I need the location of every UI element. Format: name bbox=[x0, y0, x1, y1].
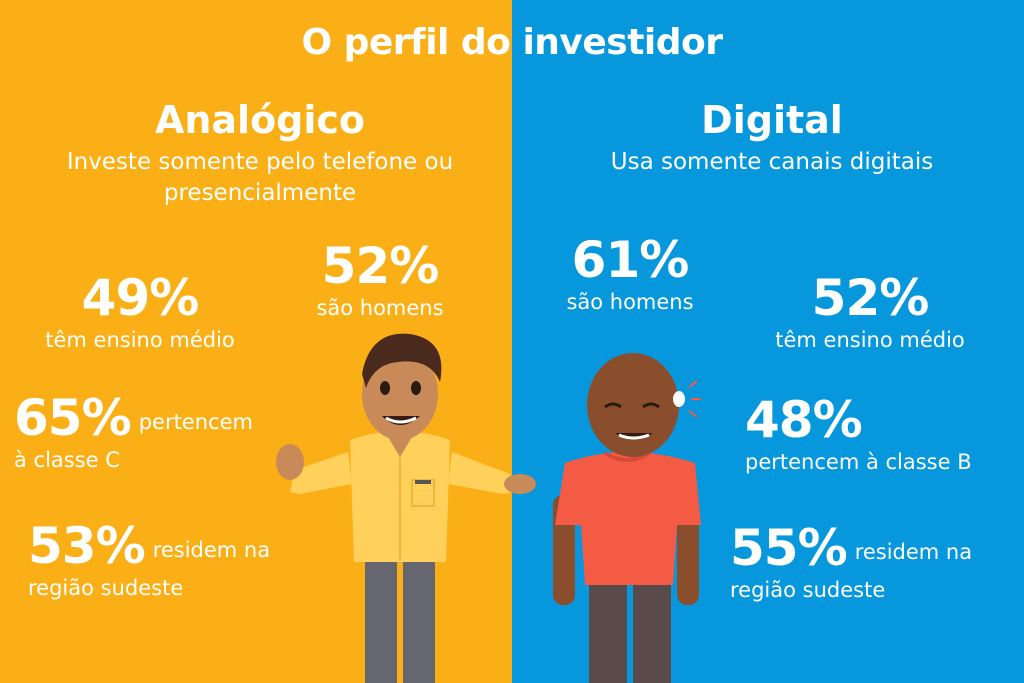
stat-label: pertencem à classe B bbox=[745, 450, 972, 474]
page-title: O perfil do investidor bbox=[301, 22, 723, 63]
digital-investor-illustration bbox=[553, 353, 701, 683]
stat-value: 65% bbox=[14, 389, 132, 447]
stat-value: 55% bbox=[730, 519, 848, 577]
digital-stat-class: 48% pertencem à classe B bbox=[745, 392, 1015, 476]
digital-stat-men: 61% são homens bbox=[540, 232, 720, 316]
analog-subtitle: Investe somente pelo telefone ou presenc… bbox=[20, 147, 500, 209]
stat-label: são homens bbox=[316, 296, 444, 320]
digital-stat-education: 52% têm ensino médio bbox=[760, 270, 980, 354]
analog-subtitle-line1: Investe somente pelo telefone ou bbox=[66, 149, 454, 175]
stat-label-part2: região sudeste bbox=[28, 576, 184, 600]
analog-stat-men: 52% são homens bbox=[290, 238, 470, 322]
stat-label-part1: residem na bbox=[152, 538, 271, 562]
stat-value: 52% bbox=[321, 237, 440, 295]
digital-heading: Digital bbox=[701, 98, 843, 142]
stat-value: 52% bbox=[811, 269, 930, 327]
stat-value: 61% bbox=[571, 231, 690, 289]
analog-stat-education: 49% têm ensino médio bbox=[30, 270, 250, 354]
digital-stat-region: 55% residem na região sudeste bbox=[730, 520, 1010, 604]
stat-value: 48% bbox=[745, 391, 863, 449]
stat-label-part2: região sudeste bbox=[730, 578, 886, 602]
analog-stat-region: 53% residem na região sudeste bbox=[28, 518, 348, 602]
stat-label: têm ensino médio bbox=[45, 328, 235, 352]
stat-label-part1: residem na bbox=[854, 540, 973, 564]
analog-subtitle-line2: presencialmente bbox=[163, 180, 357, 206]
analog-heading: Analógico bbox=[154, 98, 366, 142]
stat-value: 53% bbox=[28, 517, 146, 575]
digital-subtitle: Usa somente canais digitais bbox=[532, 147, 1012, 178]
stat-label: têm ensino médio bbox=[775, 328, 965, 352]
digital-subtitle-line1: Usa somente canais digitais bbox=[610, 149, 934, 175]
stat-label-part2: à classe C bbox=[14, 448, 120, 472]
analog-stat-class: 65% pertencem à classe C bbox=[14, 390, 314, 474]
analog-investor-illustration bbox=[276, 333, 536, 683]
stat-label: são homens bbox=[566, 290, 694, 314]
stat-label-part1: pertencem bbox=[138, 410, 253, 434]
stat-value: 49% bbox=[81, 269, 200, 327]
